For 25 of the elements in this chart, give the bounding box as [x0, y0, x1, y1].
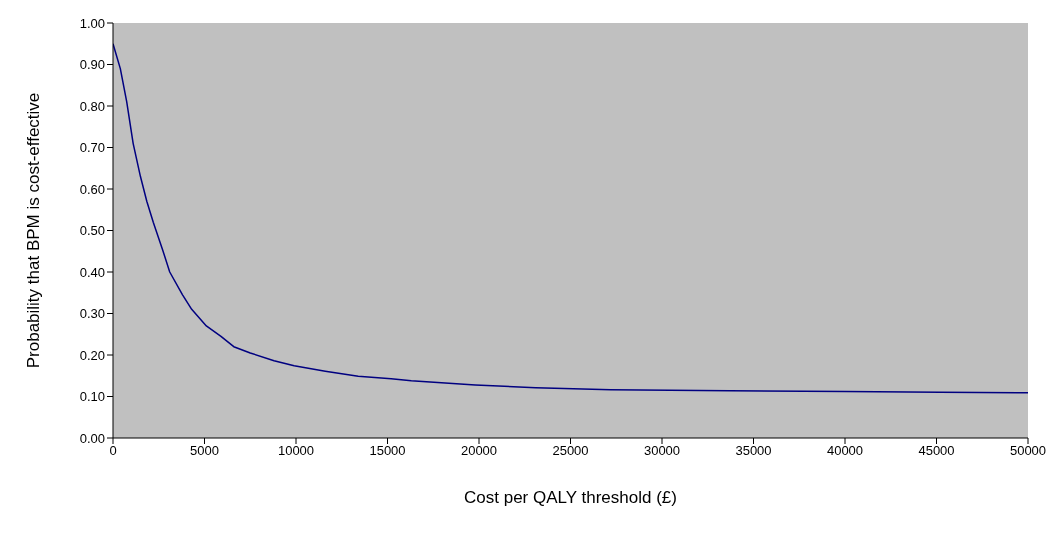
x-tick-label: 15000: [369, 443, 406, 459]
x-tick-label: 30000: [643, 443, 681, 459]
x-tick-label: 5000: [190, 443, 219, 459]
x-tick-label: 50000: [1009, 443, 1047, 459]
x-tick-label: 20000: [460, 443, 498, 459]
y-tick-label: 0.70: [79, 140, 105, 156]
y-tick-label: 0.10: [79, 389, 105, 405]
y-tick-label: 0.60: [79, 181, 105, 197]
x-tick-label: 35000: [735, 443, 772, 459]
y-tick-label: 0.00: [79, 430, 105, 446]
y-tick-label: 0.30: [79, 306, 105, 322]
x-tick-label: 40000: [826, 443, 864, 459]
line-series: [113, 43, 1028, 394]
x-tick-label: 25000: [552, 443, 589, 459]
y-tick-label: 0.40: [79, 264, 105, 280]
x-tick-label: 0: [109, 443, 117, 459]
y-tick-label: 0.20: [79, 347, 105, 363]
x-tick-label: 45000: [918, 443, 955, 459]
y-axis-title: Probability that BPM is cost-effective: [24, 92, 44, 369]
y-tick-label: 0.50: [79, 223, 105, 239]
x-tick-label: 10000: [277, 443, 315, 459]
y-tick-label: 0.80: [79, 98, 105, 114]
y-tick-label: 0.90: [79, 57, 105, 73]
x-axis-title: Cost per QALY threshold (£): [464, 488, 677, 507]
y-tick-label: 1.00: [79, 15, 105, 31]
